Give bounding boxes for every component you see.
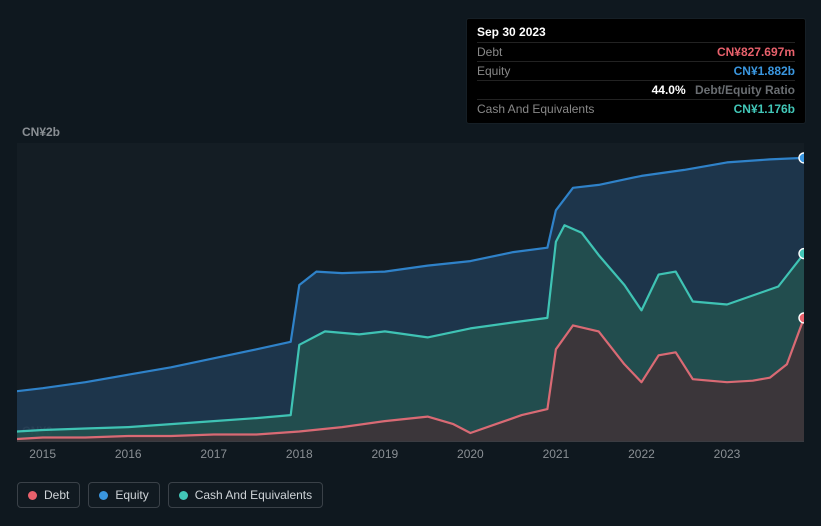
x-axis-label: 2019 bbox=[371, 447, 398, 461]
tooltip-date: Sep 30 2023 bbox=[477, 25, 795, 42]
legend-label: Equity bbox=[115, 488, 148, 502]
chart-tooltip: Sep 30 2023 Debt CN¥827.697m Equity CN¥1… bbox=[467, 19, 805, 123]
area-chart bbox=[17, 143, 804, 442]
tooltip-value: 44.0% bbox=[652, 83, 686, 97]
tooltip-suffix: Debt/Equity Ratio bbox=[695, 83, 795, 97]
tooltip-row: Cash And Equivalents CN¥1.176b bbox=[477, 99, 795, 118]
tooltip-label: Cash And Equivalents bbox=[477, 102, 594, 116]
x-axis-label: 2018 bbox=[286, 447, 313, 461]
x-axis-label: 2020 bbox=[457, 447, 484, 461]
swatch-icon bbox=[28, 491, 37, 500]
tooltip-row: . 44.0% Debt/Equity Ratio bbox=[477, 80, 795, 99]
legend-item-equity[interactable]: Equity bbox=[88, 482, 159, 508]
tooltip-value: CN¥827.697m bbox=[717, 45, 795, 59]
y-axis-label: CN¥2b bbox=[22, 125, 60, 139]
tooltip-label: Debt bbox=[477, 45, 502, 59]
tooltip-row: Debt CN¥827.697m bbox=[477, 42, 795, 61]
x-axis-label: 2017 bbox=[200, 447, 227, 461]
tooltip-label: Equity bbox=[477, 64, 510, 78]
legend-item-cash[interactable]: Cash And Equivalents bbox=[168, 482, 323, 508]
legend-label: Cash And Equivalents bbox=[195, 488, 312, 502]
x-axis-label: 2015 bbox=[29, 447, 56, 461]
x-axis: 2015 2016 2017 2018 2019 2020 2021 2022 2023 bbox=[17, 447, 804, 465]
legend-label: Debt bbox=[44, 488, 69, 502]
tooltip-value: CN¥1.176b bbox=[734, 102, 795, 116]
tooltip-value: CN¥1.882b bbox=[734, 64, 795, 78]
swatch-icon bbox=[99, 491, 108, 500]
swatch-icon bbox=[179, 491, 188, 500]
legend-item-debt[interactable]: Debt bbox=[17, 482, 80, 508]
tooltip-row: Equity CN¥1.882b bbox=[477, 61, 795, 80]
x-axis-label: 2016 bbox=[115, 447, 142, 461]
chart-legend: Debt Equity Cash And Equivalents bbox=[17, 482, 323, 508]
x-axis-label: 2022 bbox=[628, 447, 655, 461]
x-axis-label: 2023 bbox=[714, 447, 741, 461]
x-axis-label: 2021 bbox=[543, 447, 570, 461]
